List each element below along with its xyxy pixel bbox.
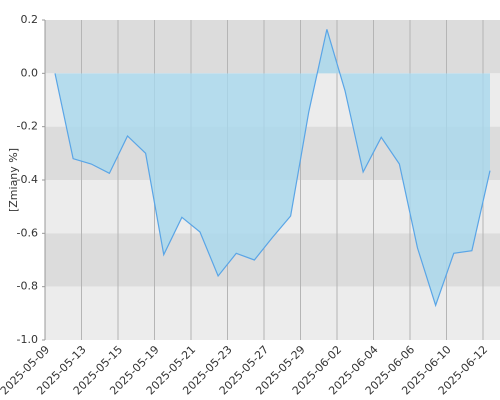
y-tick-label: 0.2 <box>21 13 39 26</box>
y-tick-label: 0.0 <box>21 66 39 79</box>
line <box>54 29 491 308</box>
y-tick-label: -0.8 <box>17 280 38 293</box>
y-tick-label: -0.6 <box>17 226 38 239</box>
band <box>45 286 500 340</box>
area <box>55 29 490 306</box>
y-tick-label: -1.0 <box>17 333 38 346</box>
band <box>45 20 500 74</box>
y-tick-label: -0.2 <box>17 120 38 133</box>
y-axis-label: [Zmiany %] <box>7 148 20 212</box>
y-tick-label: -0.4 <box>17 173 38 186</box>
